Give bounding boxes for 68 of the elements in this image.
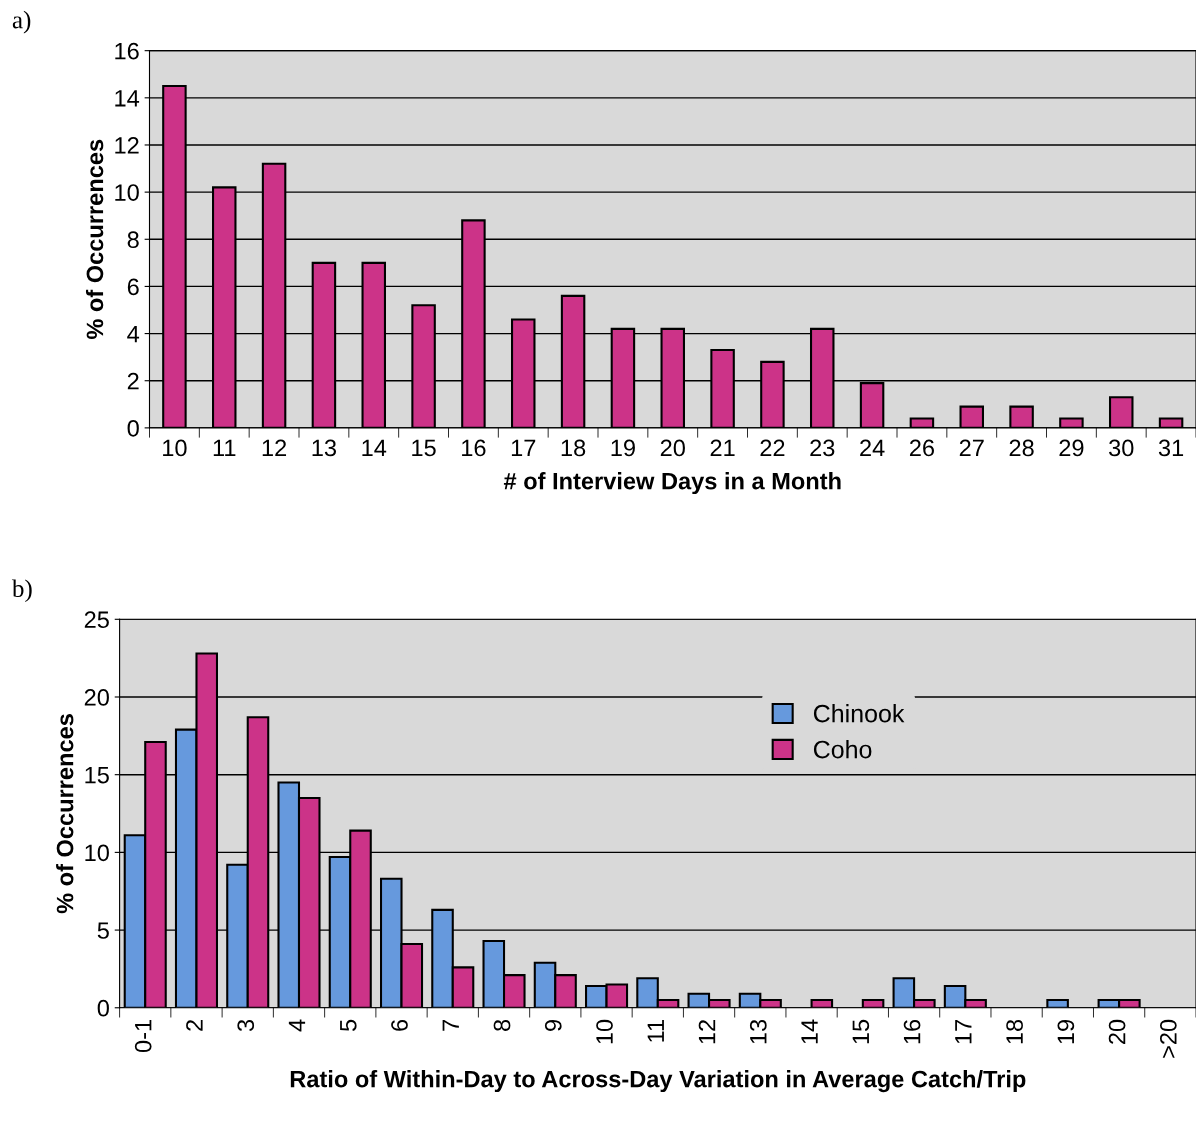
x-tick-label: 19 (1057, 1020, 1075, 1044)
x-tick-label: 16 (462, 439, 486, 457)
y-tick-label: 10 (85, 844, 109, 862)
y-axis-title: % of Occurrences (56, 714, 74, 914)
x-tick-label: 10 (596, 1019, 613, 1044)
x-tick-label: 0-1 (134, 1020, 152, 1053)
x-tick-label: 8 (493, 1019, 511, 1031)
x-tick-label: 6 (391, 1019, 408, 1031)
y-tick-label: 0 (127, 419, 139, 437)
y-tick-label: 8 (127, 231, 139, 249)
x-tick-label: 30 (1109, 439, 1134, 457)
x-tick-label: 9 (544, 1020, 562, 1031)
x-tick-label: 11 (213, 439, 236, 457)
x-tick-label: 3 (237, 1019, 255, 1032)
x-tick-label: 12 (262, 439, 287, 457)
x-tick-label: 12 (698, 1020, 716, 1044)
text: b) (11, 579, 32, 603)
x-axis-title: Ratio of Within-Day to Across-Day Variation in Average Catch/Trip (290, 1070, 1026, 1093)
x-tick-label: 16 (903, 1019, 921, 1044)
x-tick-label: 5 (340, 1019, 357, 1032)
x-tick-label: 11 (647, 1020, 664, 1042)
x-tick-label: 7 (442, 1020, 459, 1031)
x-axis-title: # of Interview Days in a Month (503, 472, 841, 495)
y-axis-title: % of Occurrences (85, 139, 104, 340)
x-tick-label: 17 (955, 1020, 972, 1044)
legend-label: Coho (813, 740, 872, 759)
x-tick-label: 28 (1009, 439, 1034, 457)
x-tick-label: 2 (186, 1020, 203, 1031)
x-tick-label: 14 (801, 1019, 818, 1044)
bar (810, 998, 834, 1008)
y-tick-label: 20 (84, 689, 109, 706)
x-tick-label: 26 (909, 439, 935, 457)
y-tick-label: 2 (127, 372, 139, 390)
x-tick-label: 20 (660, 439, 685, 457)
x-tick-label: 14 (362, 439, 387, 457)
legend-label: Chinook (813, 704, 905, 723)
x-tick-label: 13 (312, 439, 337, 457)
x-tick-label: 31 (1158, 439, 1184, 457)
x-tick-label: 21 (710, 439, 735, 457)
x-tick-label: 17 (511, 439, 536, 457)
y-tick-label: 16 (115, 42, 139, 60)
x-tick-label: 18 (561, 439, 586, 457)
y-tick-label: 25 (84, 611, 109, 629)
y-tick-label: 0 (97, 999, 109, 1017)
x-tick-label: 22 (760, 439, 785, 457)
bar (1046, 998, 1069, 1008)
x-tick-label: 23 (810, 439, 835, 457)
y-tick-label: 6 (127, 278, 139, 296)
x-tick-label: 15 (852, 1019, 870, 1044)
x-tick-label: 4 (288, 1019, 306, 1032)
text: a) (12, 10, 31, 34)
x-tick-label: 29 (1059, 439, 1084, 457)
y-tick-label: 10 (115, 184, 139, 201)
y-tick-label: 15 (85, 767, 109, 784)
y-tick-label: 12 (115, 137, 139, 154)
x-tick-label: 18 (1006, 1019, 1023, 1044)
x-tick-label: 27 (959, 439, 984, 457)
y-tick-label: 4 (127, 325, 140, 343)
x-tick-label: 15 (412, 439, 436, 457)
y-tick-label: 5 (97, 922, 109, 939)
x-tick-label: 20 (1108, 1019, 1126, 1044)
x-tick-label: >20 (1159, 1019, 1177, 1058)
bar (861, 998, 885, 1008)
x-tick-label: 19 (611, 439, 635, 457)
y-tick-label: 14 (115, 90, 140, 107)
x-tick-label: 24 (860, 439, 885, 457)
x-tick-label: 13 (749, 1019, 767, 1044)
x-tick-label: 10 (163, 439, 187, 457)
